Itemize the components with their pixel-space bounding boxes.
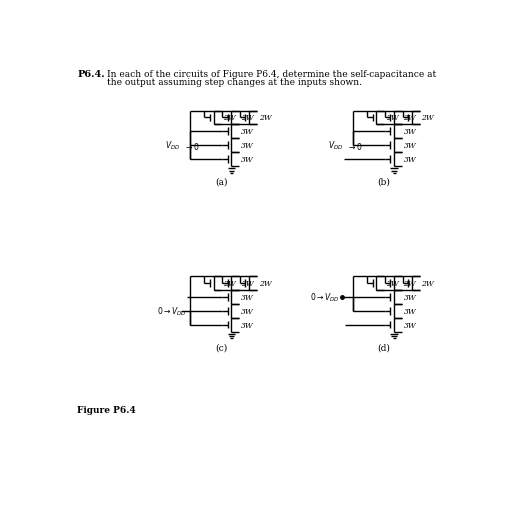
Text: 2W: 2W	[241, 114, 253, 122]
Text: $V_{DD}$: $V_{DD}$	[165, 140, 180, 152]
Text: (c): (c)	[215, 343, 227, 352]
Text: $\rightarrow 0$: $\rightarrow 0$	[347, 140, 363, 152]
Text: (d): (d)	[378, 343, 391, 352]
Text: 2W: 2W	[421, 114, 434, 122]
Text: 2W: 2W	[223, 279, 236, 287]
Text: In each of the circuits of Figure P6.4, determine the self-capacitance at: In each of the circuits of Figure P6.4, …	[107, 70, 436, 79]
Text: 3W: 3W	[241, 128, 253, 136]
Text: 2W: 2W	[223, 114, 236, 122]
Text: (b): (b)	[378, 178, 391, 186]
Text: 3W: 3W	[241, 156, 253, 164]
Text: $\rightarrow 0$: $\rightarrow 0$	[184, 140, 200, 152]
Text: 3W: 3W	[404, 307, 416, 315]
Text: the output assuming step changes at the inputs shown.: the output assuming step changes at the …	[107, 77, 362, 86]
Text: 3W: 3W	[404, 321, 416, 329]
Text: 3W: 3W	[241, 307, 253, 315]
Text: Figure P6.4: Figure P6.4	[77, 405, 136, 414]
Text: 3W: 3W	[404, 156, 416, 164]
Text: 2W: 2W	[404, 279, 416, 287]
Text: 2W: 2W	[259, 279, 271, 287]
Text: 3W: 3W	[241, 321, 253, 329]
Text: 2W: 2W	[386, 114, 398, 122]
Text: $0 \rightarrow V_{DD}$: $0 \rightarrow V_{DD}$	[157, 305, 186, 317]
Text: 2W: 2W	[386, 279, 398, 287]
Text: 3W: 3W	[404, 142, 416, 150]
Text: 2W: 2W	[421, 279, 434, 287]
Text: (a): (a)	[215, 178, 228, 186]
Text: P6.4.: P6.4.	[77, 70, 105, 79]
Text: 3W: 3W	[241, 142, 253, 150]
Text: 3W: 3W	[404, 293, 416, 301]
Text: 3W: 3W	[241, 293, 253, 301]
Text: $0 \rightarrow V_{DD}$: $0 \rightarrow V_{DD}$	[311, 291, 340, 304]
Text: $V_{DD}$: $V_{DD}$	[328, 140, 342, 152]
Text: 2W: 2W	[259, 114, 271, 122]
Text: 2W: 2W	[241, 279, 253, 287]
Text: 3W: 3W	[404, 128, 416, 136]
Text: 2W: 2W	[404, 114, 416, 122]
